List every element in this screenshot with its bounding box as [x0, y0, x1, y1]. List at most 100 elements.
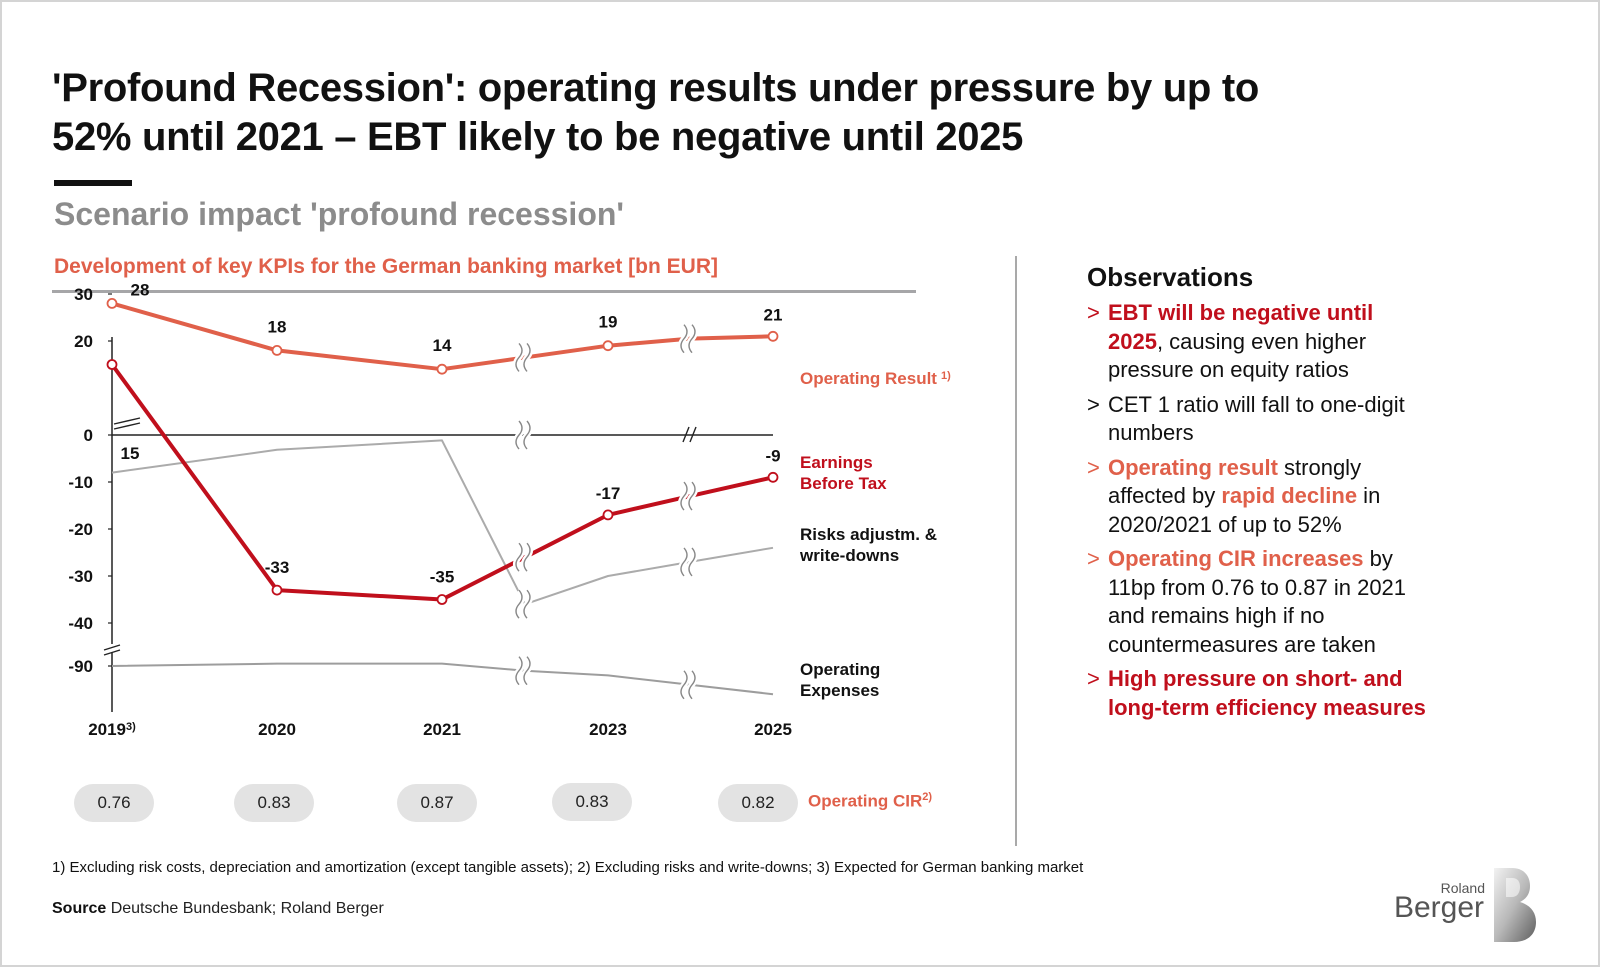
kpi-line-chart: 30 20 0 -10 -20 -30 -40 -90 20193) 2020 2021 2023 20…: [68, 280, 951, 739]
y-tick-label: 30: [74, 285, 93, 304]
axis-break-mark: [680, 547, 696, 577]
y-tick-label: -30: [68, 567, 93, 586]
observation-text: rapid decline: [1221, 483, 1358, 508]
series-label: Earnings: [800, 453, 873, 472]
bullet-marker: >: [1087, 454, 1100, 480]
observation-text: EBT will be negative until 2025: [1108, 300, 1374, 354]
data-point-marker: [767, 471, 779, 483]
slide-title: 'Profound Recession': operating results …: [52, 66, 1259, 159]
cir-pill-2019: 0.76: [74, 784, 154, 822]
source-text: Deutsche Bundesbank; Roland Berger: [110, 900, 384, 917]
title-underline: [54, 180, 132, 186]
operating-result-data-label: 28: [131, 280, 150, 299]
series-label: write-downs: [799, 546, 899, 565]
y-tick-label: -40: [68, 614, 93, 633]
observation-text: High pressure on short- and long-term ef…: [1108, 666, 1426, 720]
x-tick-superscript: 3): [126, 721, 136, 733]
data-point-marker: [602, 509, 614, 521]
observation-item: > CET 1 ratio will fall to one-digit numb…: [1087, 391, 1427, 448]
y-tick-label: -20: [68, 520, 93, 539]
ebt-data-label: -33: [265, 558, 290, 577]
series-label: Before Tax: [800, 474, 887, 493]
x-tick-label: 20193): [88, 720, 136, 739]
source-line: Source Deutsche Bundesbank; Roland Berge…: [52, 900, 384, 918]
observation-item: > EBT will be negative until 2025, causin…: [1087, 299, 1427, 385]
operating-result-data-label: 18: [268, 317, 287, 336]
observations-list: > EBT will be negative until 2025, causin…: [1087, 299, 1427, 728]
series-line: [111, 662, 774, 696]
slide-subtitle: Scenario impact 'profound recession': [54, 196, 625, 232]
observation-text: CET 1 ratio will fall to one-digit numbe…: [1108, 391, 1405, 446]
axis-break-mark: [515, 342, 531, 372]
ebt-break-slash: [113, 422, 141, 430]
logo-roland: Roland: [1440, 880, 1485, 896]
chart-heading: Development of key KPIs for the German b…: [54, 255, 718, 278]
logo-berger: Berger: [1393, 891, 1484, 924]
ebt-data-label: -17: [596, 484, 621, 503]
data-point-marker: [271, 584, 283, 596]
baseline-break-mark: [515, 420, 531, 450]
cir-pill-2020: 0.83: [234, 784, 314, 822]
x-tick-label: 2023: [589, 720, 627, 739]
cir-label: Operating CIR2): [808, 791, 932, 812]
operating-result-data-label: 19: [599, 313, 618, 332]
baseline-break-slash: [682, 426, 690, 443]
observation-text: Operating CIR increases: [1108, 546, 1364, 571]
observation-text: , causing even higher pressure on equity…: [1108, 328, 1367, 383]
data-point-marker: [436, 363, 448, 375]
observation-item: > Operating CIR increases by 11bp from 0.…: [1087, 545, 1427, 659]
series-label: Operating: [800, 660, 880, 679]
cir-pill-2023: 0.83: [552, 783, 632, 821]
y-axis-break-slash: [103, 644, 121, 651]
data-point-marker: [602, 340, 614, 352]
bullet-marker: >: [1087, 666, 1100, 691]
axis-break-mark: [515, 542, 531, 572]
observations-heading: Observations: [1087, 262, 1254, 292]
roland-berger-b-icon: [1494, 868, 1536, 942]
observation-text: strongly affected by: [1108, 454, 1362, 509]
ebt-data-label: -35: [430, 568, 455, 587]
vertical-divider: [1015, 256, 1017, 846]
observation-item: > High pressure on short- and long-term e…: [1087, 665, 1427, 722]
y-axis-break-slash: [103, 649, 121, 656]
x-tick-label: 2025: [754, 720, 792, 739]
y-tick-label: 20: [74, 332, 93, 351]
footnote: 1) Excluding risk costs, depreciation an…: [52, 859, 1084, 876]
data-point-marker: [271, 344, 283, 356]
y-tick-label: -10: [68, 473, 93, 492]
chart-heading-rule: [52, 290, 916, 293]
y-tick-label: 0: [84, 426, 93, 445]
data-point-marker: [767, 330, 779, 342]
x-tick-label: 2020: [258, 720, 296, 739]
x-tick-label: 2021: [423, 720, 461, 739]
operating-result-data-label: 14: [433, 336, 452, 355]
axis-break-mark: [515, 656, 531, 686]
observation-text: by 11bp from 0.76 to 0.87 in 2021 and re…: [1108, 546, 1407, 657]
y-tick-label: -90: [68, 657, 93, 676]
operating-result-data-label: 21: [764, 305, 783, 324]
data-point-marker: [106, 297, 118, 309]
cir-pill-2025: 0.82: [718, 784, 798, 822]
ebt-data-label: -9: [765, 446, 780, 465]
axis-break-mark: [680, 324, 696, 354]
bullet-marker: >: [1087, 300, 1100, 325]
axis-break-mark: [515, 589, 531, 619]
series-label: Expenses: [800, 681, 879, 700]
bullet-marker: >: [1087, 546, 1100, 571]
baseline-break-slash: [689, 426, 697, 443]
data-point-marker: [106, 359, 118, 370]
bullet-marker: >: [1087, 391, 1100, 417]
cir-label-text: Operating CIR: [808, 791, 923, 811]
observation-text: in 2020/2021 of up to 52%: [1108, 483, 1381, 537]
series-label: Risks adjustm. &: [800, 525, 937, 544]
observation-text: Operating result: [1108, 454, 1278, 480]
axis-break-mark: [680, 481, 696, 511]
ebt-data-label: 15: [121, 444, 140, 463]
source-label: Source: [52, 900, 107, 917]
series-label-superscript: 1): [941, 370, 951, 382]
data-point-marker: [436, 594, 448, 605]
series-label: Operating Result 1): [800, 369, 951, 388]
axis-break-mark: [680, 670, 696, 700]
cir-label-superscript: 2): [922, 791, 933, 803]
